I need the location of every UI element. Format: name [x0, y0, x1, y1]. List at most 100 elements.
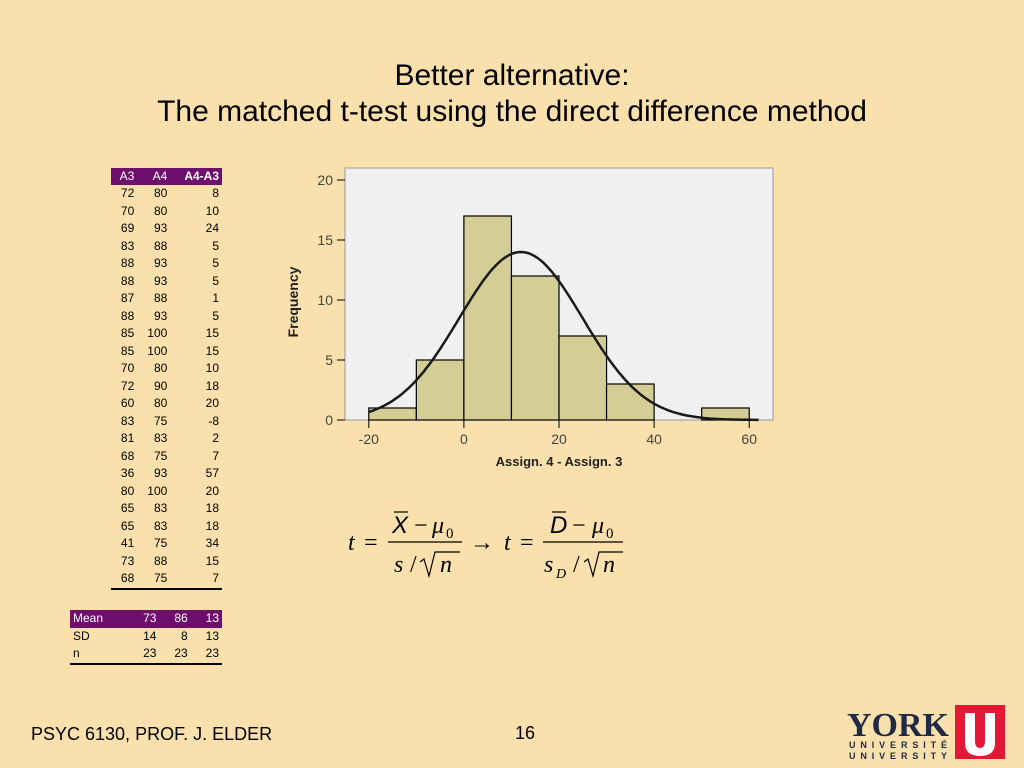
y-tick-label: 10	[317, 292, 333, 308]
table-cell: 83	[153, 431, 168, 445]
formula-xbar: X	[391, 512, 409, 539]
stats-cell: 23	[190, 645, 222, 665]
york-university-logo: YORK UNIVERSITÉ UNIVERSITY	[847, 705, 1005, 761]
table-cell: 69	[120, 221, 135, 235]
table-row: 83 75 -8	[111, 413, 222, 431]
table-cell: 83	[153, 518, 168, 533]
formula-s-left: s	[394, 552, 403, 578]
table-cell: 87	[120, 291, 135, 305]
col-header-a4: A4	[137, 168, 171, 185]
formula-t-right: t	[504, 530, 512, 556]
logo-u-mark-icon	[965, 713, 995, 756]
sqrt-sign-left	[419, 551, 460, 579]
stats-cell: 86	[159, 610, 191, 628]
table-cell: 5	[212, 308, 219, 323]
stats-cell: 23	[128, 645, 160, 665]
formula-mu-left: μ	[431, 513, 444, 539]
data-table-header-row: A3 A4 A4-A3	[111, 168, 222, 185]
table-cell: 65	[120, 501, 135, 515]
table-cell: 8	[212, 186, 219, 200]
table-cell: 75	[137, 570, 171, 590]
histogram-bar	[605, 383, 655, 421]
stats-row-sd: SD 14 8 13	[70, 628, 222, 646]
title-line-1: Better alternative:	[394, 59, 630, 92]
table-cell: 7	[170, 570, 222, 590]
col-header-a3: A3	[111, 168, 138, 185]
table-row: 73 88 15	[111, 553, 222, 571]
table-cell: 88	[120, 308, 135, 323]
table-row: 41 75 34	[111, 535, 222, 553]
y-tick-label: 15	[317, 232, 333, 248]
stats-table: Mean 73 86 13 SD 14 8 13 n 23 23 23	[70, 610, 222, 665]
histogram-bar	[558, 335, 608, 421]
table-cell: 93	[153, 466, 168, 480]
table-cell: 5	[212, 238, 219, 253]
y-tick-label: 5	[325, 352, 333, 368]
table-cell: 18	[205, 501, 219, 515]
table-row: 68 75 7	[111, 448, 222, 466]
table-row: 83 88 5	[111, 238, 222, 256]
table-cell: 80	[153, 361, 168, 375]
table-cell: 15	[205, 343, 219, 358]
formula-mu-sub-right: 0	[606, 526, 614, 542]
table-cell: 70	[120, 361, 135, 375]
formula-slash-left: /	[410, 552, 417, 578]
stats-row-mean: Mean 73 86 13	[70, 610, 222, 628]
table-cell: 88	[120, 256, 135, 270]
table-cell: 2	[212, 431, 219, 445]
table-cell: 72	[120, 378, 135, 393]
stats-label: n	[70, 645, 129, 665]
table-cell: 20	[205, 396, 219, 410]
table-cell: 75	[153, 536, 168, 550]
formula-minus-left: −	[414, 513, 428, 539]
title-line-2: The matched t-test using the direct diff…	[157, 95, 867, 128]
table-cell: 90	[153, 378, 168, 393]
table-cell: 100	[147, 326, 168, 340]
histogram-bar	[415, 359, 465, 421]
page-number: 16	[515, 723, 536, 743]
y-tick-label: 20	[317, 172, 333, 188]
footer-course-label: PSYC 6130, PROF. J. ELDER	[31, 724, 273, 744]
table-cell: 5	[212, 273, 219, 288]
y-tick-label: 0	[325, 412, 333, 428]
table-cell: 93	[153, 221, 168, 235]
stats-cell: 13	[205, 628, 219, 643]
table-cell: 68	[111, 570, 138, 590]
table-row: 65 83 18	[111, 500, 222, 518]
table-row: 69 93 24	[111, 220, 222, 238]
formula-equals-left: =	[364, 530, 378, 556]
table-cell: 83	[153, 501, 168, 515]
formula-minus-right: −	[572, 513, 586, 539]
table-row: 72 80 8	[111, 185, 222, 203]
table-row: 70 80 10	[111, 203, 222, 221]
table-cell: 10	[205, 203, 219, 218]
table-cell: 85	[120, 326, 135, 340]
slide-title: Better alternative: The matched t-test u…	[0, 58, 1024, 130]
stats-cell: 14	[143, 628, 157, 643]
table-cell: 75	[153, 413, 168, 428]
col-header-diff: A4-A3	[170, 168, 222, 185]
formula-equals-right: =	[520, 530, 534, 556]
table-row: 72 90 18	[111, 378, 222, 396]
table-cell: 81	[120, 431, 135, 445]
table-row: 88 93 5	[111, 308, 222, 326]
table-cell: 93	[153, 256, 168, 270]
table-cell: 80	[153, 396, 168, 410]
table-row: 70 80 10	[111, 360, 222, 378]
table-cell: 72	[120, 186, 135, 200]
table-cell: 88	[120, 273, 135, 288]
histogram-bar	[510, 275, 560, 421]
stats-cell: 13	[190, 610, 222, 628]
formula-t-left: t	[348, 530, 356, 556]
table-cell: 100	[147, 483, 168, 498]
formula-s-right: s	[544, 552, 553, 578]
x-tick-label: -20	[359, 431, 379, 447]
table-cell: 10	[205, 361, 219, 375]
table-cell: 60	[120, 396, 135, 410]
table-row: 88 93 5	[111, 273, 222, 291]
table-cell: 88	[153, 291, 168, 305]
formula-arrow: →	[470, 530, 494, 556]
table-cell: 88	[153, 238, 168, 253]
table-cell: 70	[120, 203, 135, 218]
table-cell: 20	[205, 483, 219, 498]
